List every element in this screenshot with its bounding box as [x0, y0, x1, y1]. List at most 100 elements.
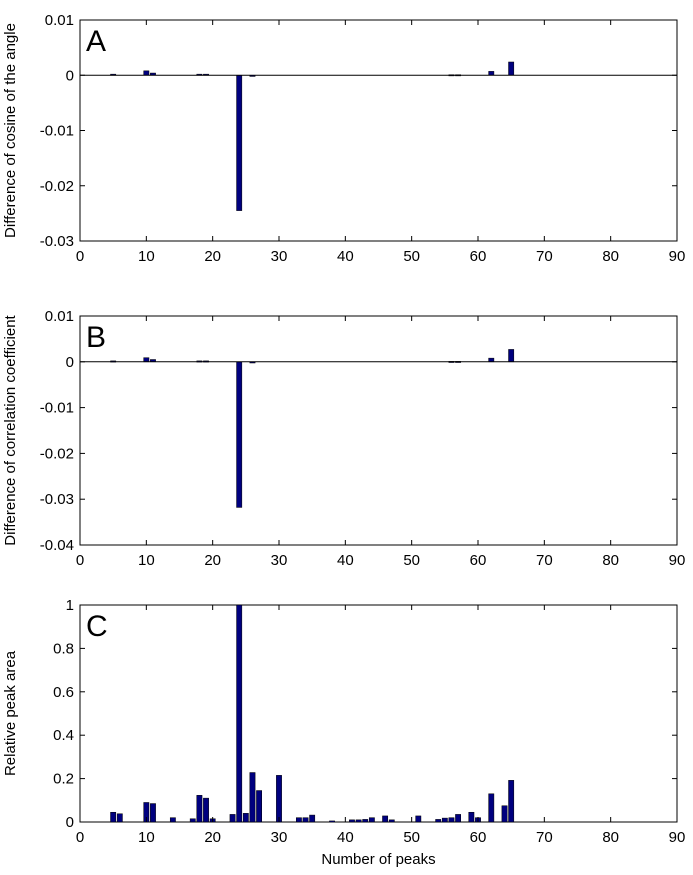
x-tick-label: 50: [403, 552, 420, 569]
bar: [236, 75, 243, 211]
y-axis-label: Difference of cosine of the angle: [2, 23, 19, 238]
y-tick-label: -0.04: [40, 537, 74, 554]
bar: [150, 803, 156, 823]
x-tick-label: 50: [403, 829, 420, 846]
x-tick-label: 0: [76, 552, 84, 569]
x-tick-label: 10: [138, 248, 155, 265]
x-tick-label: 60: [470, 552, 487, 569]
y-tick-label: 0.01: [45, 12, 74, 29]
panel-letter: C: [86, 610, 108, 643]
bar: [229, 814, 236, 823]
x-axis-label: Number of peaks: [321, 851, 435, 868]
x-tick-label: 30: [271, 552, 288, 569]
bar: [143, 70, 150, 76]
bar: [169, 817, 176, 823]
bar: [276, 775, 282, 823]
x-tick-label: 30: [271, 248, 288, 265]
y-tick-label: -0.03: [40, 491, 74, 508]
panel-a: 0 10 20 30 40 50 60 70 80 90 0.01 0 -0.01 -0.02 -0.03 D…: [2, 12, 685, 265]
bar: [508, 61, 515, 76]
y-tick-label: 0.01: [45, 308, 74, 325]
bar: [488, 71, 495, 76]
bar: [196, 795, 203, 823]
x-tick-label: 60: [470, 248, 487, 265]
y-tick-label: -0.01: [40, 400, 74, 417]
x-tick-label: 90: [669, 552, 686, 569]
y-tick-label: -0.01: [40, 123, 74, 140]
y-tick-label: 0.8: [53, 640, 74, 657]
bar: [242, 813, 249, 823]
y-tick-label: 0.2: [53, 771, 74, 788]
panel-letter: B: [86, 321, 106, 354]
bar: [110, 811, 117, 823]
x-tick-label: 40: [337, 248, 354, 265]
bar: [368, 817, 375, 823]
x-tick-label: 50: [403, 248, 420, 265]
y-tick-label: 0.4: [53, 727, 74, 744]
bar: [116, 813, 123, 823]
bar: [362, 819, 369, 823]
bar: [203, 797, 209, 823]
x-tick-label: 40: [337, 829, 354, 846]
x-tick-label: 60: [470, 829, 487, 846]
bar: [388, 819, 395, 823]
y-axis-label: Difference of correlation coefficient: [2, 314, 19, 545]
y-tick-label: 0: [66, 67, 74, 84]
bar: [441, 817, 448, 823]
x-tick-label: 90: [669, 248, 686, 265]
bar: [488, 357, 495, 363]
panel-letter: A: [86, 25, 106, 58]
y-tick-label: 0: [66, 354, 74, 371]
y-axis-label: Relative peak area: [2, 650, 19, 776]
bar: [501, 805, 508, 823]
y-tick-label: 0: [66, 814, 74, 831]
bar: [415, 815, 422, 823]
bar: [143, 357, 150, 363]
x-tick-label: 80: [602, 248, 619, 265]
x-tick-label: 0: [76, 248, 84, 265]
bar: [435, 819, 442, 823]
y-tick-label: -0.02: [40, 445, 74, 462]
x-tick-label: 0: [76, 829, 84, 846]
x-tick-label: 70: [536, 829, 553, 846]
x-tick-label: 20: [204, 552, 221, 569]
bar: [488, 793, 495, 823]
x-tick-label: 30: [271, 829, 288, 846]
bar: [508, 349, 515, 363]
x-tick-label: 20: [204, 829, 221, 846]
y-tick-label: -0.02: [40, 178, 74, 195]
x-tick-label: 70: [536, 552, 553, 569]
bar: [309, 814, 316, 823]
y-tick-label: 1: [66, 597, 74, 614]
bar: [236, 361, 243, 508]
bar: [329, 820, 335, 823]
bar: [302, 817, 309, 823]
x-tick-label: 10: [138, 829, 155, 846]
x-tick-label: 10: [138, 552, 155, 569]
x-tick-label: 80: [602, 829, 619, 846]
bar: [296, 817, 302, 823]
x-tick-label: 20: [204, 248, 221, 265]
x-tick-label: 70: [536, 248, 553, 265]
bar: [189, 818, 196, 823]
y-tick-label: 0.6: [53, 684, 74, 701]
bar: [448, 817, 455, 823]
x-tick-label: 40: [337, 552, 354, 569]
plot-area: [79, 604, 678, 823]
bar: [508, 780, 515, 823]
bar: [455, 814, 462, 823]
bar: [349, 819, 355, 823]
plot-area: [79, 19, 678, 242]
bar: [382, 815, 389, 823]
bar: [236, 604, 243, 823]
bar: [355, 819, 362, 823]
y-tick-label: -0.03: [40, 233, 74, 250]
plot-area: [79, 315, 678, 546]
bar: [249, 772, 256, 823]
panel-c: 0 10 20 30 40 50 60 70 80 90 1 0.8 0.6 0.4 0.2 0 Relativ…: [2, 597, 685, 868]
x-tick-label: 90: [669, 829, 686, 846]
panel-b: 0 10 20 30 40 50 60 70 80 90 0.01 0 -0.01 -0.02 -0.03 -…: [2, 308, 685, 569]
bar: [468, 811, 475, 823]
bar: [256, 790, 263, 823]
